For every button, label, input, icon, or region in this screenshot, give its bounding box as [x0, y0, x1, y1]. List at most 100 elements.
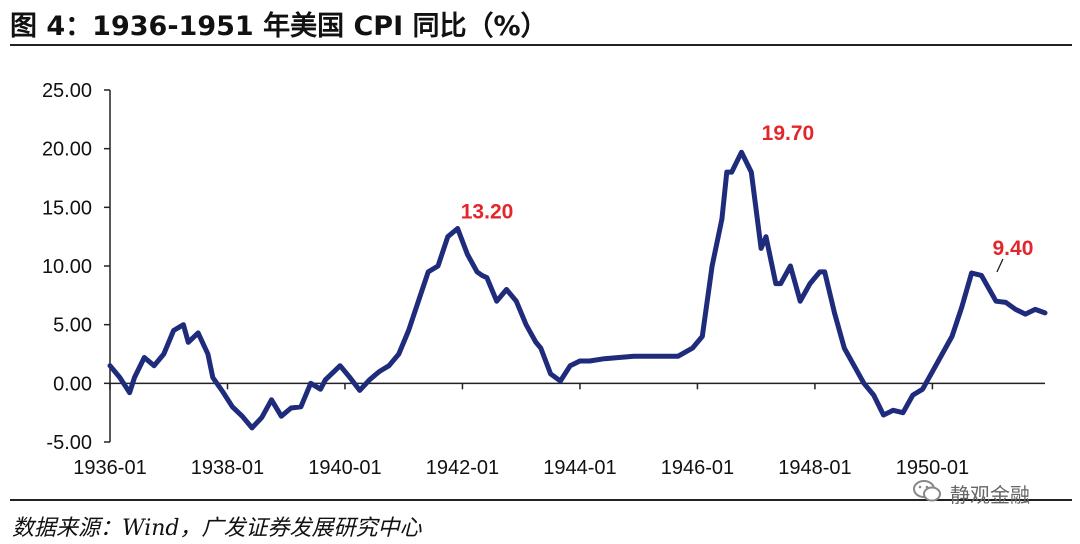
data-point: [930, 369, 935, 374]
data-point: [181, 322, 186, 327]
data-point: [337, 363, 343, 368]
data-point: [367, 377, 372, 382]
data-point: [587, 358, 592, 364]
data-point: [871, 392, 876, 398]
data-point: [616, 355, 622, 360]
wechat-icon: [912, 478, 942, 509]
data-point: [396, 351, 401, 357]
data-point: [308, 381, 313, 386]
source-note: 数据来源：Wind，广发证券发展研究中心: [12, 516, 422, 541]
data-point: [548, 371, 553, 377]
data-point: [822, 269, 827, 275]
data-point: [1042, 310, 1048, 316]
data-point: [646, 354, 651, 359]
data-point: [514, 299, 519, 304]
data-point: [230, 404, 235, 409]
data-point: [161, 351, 166, 357]
data-point: [386, 363, 392, 368]
data-point: [739, 150, 744, 155]
annotation-layer: 13.20 19.70 9.40: [461, 122, 1033, 273]
data-point: [377, 369, 382, 374]
data-point: [465, 252, 470, 257]
data-point: [817, 269, 822, 275]
y-axis: -5.00 0.00 5.00 10.00 15.00 20.00 25.00: [42, 80, 111, 454]
y-tick-label: -5.00: [46, 432, 92, 454]
data-point: [690, 345, 695, 351]
data-point: [881, 412, 886, 418]
data-point: [602, 356, 607, 361]
annotation-leader: [996, 258, 1004, 273]
peak-annotation: 13.20: [461, 200, 514, 223]
data-point: [504, 287, 509, 292]
data-point: [700, 334, 705, 339]
x-tick-label: 1942-01: [426, 457, 499, 479]
data-point: [474, 269, 480, 275]
data-point: [249, 425, 255, 431]
data-point: [220, 389, 225, 394]
data-point: [240, 414, 245, 419]
data-point: [758, 246, 764, 251]
data-point: [773, 281, 778, 286]
watermark-text: 静观金融: [950, 483, 1030, 507]
data-point: [538, 345, 543, 351]
data-point: [455, 226, 460, 231]
data-point: [318, 387, 323, 392]
y-tick-label: 10.00: [42, 256, 92, 278]
data-point: [729, 169, 734, 175]
x-tick-label: 1936-01: [73, 457, 146, 479]
x-tick-label: 1950-01: [896, 457, 969, 479]
data-point: [709, 263, 715, 269]
title-divider: [10, 44, 1072, 46]
data-point: [494, 299, 499, 304]
x-tick-label: 1940-01: [308, 457, 381, 479]
data-point: [210, 375, 215, 380]
data-point: [347, 375, 353, 380]
peak-annotation: 19.70: [762, 122, 815, 145]
data-point: [724, 169, 729, 175]
x-tick-label: 1948-01: [778, 457, 851, 479]
data-point: [445, 234, 450, 239]
data-point: [259, 415, 264, 420]
data-point: [910, 392, 915, 398]
data-point: [484, 275, 490, 280]
data-point: [788, 263, 793, 269]
data-point: [523, 322, 529, 327]
cpi-series-line: [107, 149, 1048, 431]
data-point: [479, 273, 485, 278]
data-point: [558, 378, 563, 384]
data-point: [279, 414, 284, 419]
data-point: [778, 281, 783, 286]
data-point: [142, 355, 147, 360]
data-point: [426, 269, 431, 275]
data-point: [186, 340, 191, 345]
y-tick-label: 25.00: [42, 80, 92, 102]
data-point: [851, 363, 857, 368]
y-tick-label: 15.00: [42, 197, 92, 219]
data-point: [842, 345, 847, 351]
data-point: [832, 310, 837, 316]
data-point: [357, 388, 362, 393]
data-point: [763, 234, 769, 239]
data-point: [1033, 307, 1038, 312]
data-point: [533, 340, 539, 345]
data-point: [900, 410, 906, 415]
data-point: [269, 397, 274, 402]
data-point: [132, 375, 137, 380]
data-point: [195, 330, 201, 336]
data-point: [171, 328, 176, 333]
data-point: [205, 351, 211, 357]
data-point: [151, 363, 157, 368]
data-point: [568, 363, 573, 368]
chart-title: 图 4：1936-1951 年美国 CPI 同比（%）: [10, 11, 548, 42]
data-point: [661, 354, 666, 359]
data-point: [435, 263, 441, 269]
data-point: [675, 354, 681, 359]
y-tick-label: 5.00: [53, 315, 92, 337]
y-tick-label: 20.00: [42, 139, 92, 161]
data-point: [117, 375, 123, 380]
data-point: [288, 405, 294, 411]
data-point: [406, 328, 411, 333]
data-point: [107, 363, 113, 368]
data-point: [416, 299, 421, 304]
data-point: [949, 334, 955, 339]
